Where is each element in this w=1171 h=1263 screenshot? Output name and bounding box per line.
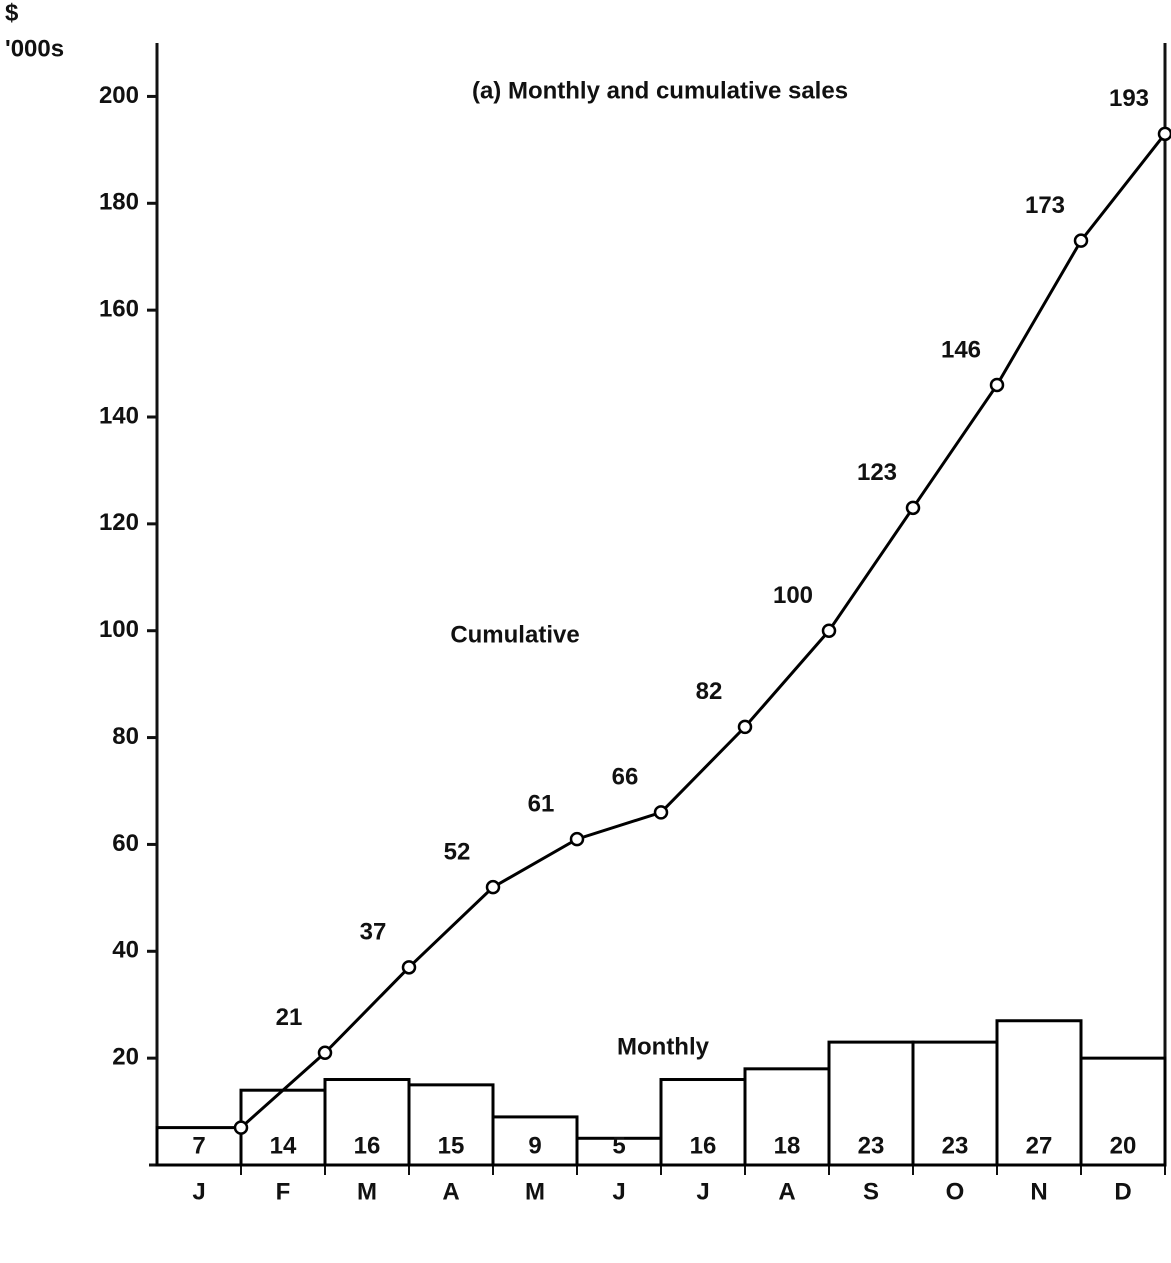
point [653, 805, 669, 820]
data-label: 9 [528, 1132, 541, 1159]
data-label: 14 [270, 1132, 297, 1159]
point [821, 623, 837, 638]
x-tick-label: S [863, 1178, 879, 1205]
y-tick-label: 160 [99, 295, 139, 322]
point [401, 960, 417, 975]
x-tick-label: F [276, 1178, 291, 1205]
data-label: 66 [612, 764, 639, 791]
data-label: 16 [690, 1132, 717, 1159]
x-tick-label: J [612, 1178, 625, 1205]
y-tick-label: 100 [99, 616, 139, 643]
chart-title: (a) Monthly and cumulative sales [472, 77, 848, 104]
y-tick-label: 140 [99, 402, 139, 429]
data-label: 21 [276, 1004, 303, 1031]
point [317, 1045, 333, 1061]
y-tick-label: 120 [99, 509, 139, 536]
x-tick-label: M [357, 1178, 377, 1205]
data-label: 37 [360, 919, 387, 946]
point [905, 500, 921, 516]
point [569, 831, 585, 847]
data-label: 7 [192, 1132, 205, 1159]
data-label: 5 [612, 1132, 625, 1159]
data-label: 173 [1025, 192, 1065, 219]
bar [1079, 1056, 1167, 1167]
point [989, 377, 1005, 393]
data-label: 146 [941, 336, 981, 363]
point [233, 1120, 249, 1135]
x-tick-label: O [946, 1178, 965, 1205]
data-label: 123 [857, 459, 897, 486]
data-label: 52 [444, 839, 471, 866]
data-label: 82 [696, 678, 723, 705]
data-label: 20 [1110, 1132, 1137, 1159]
data-label: 23 [858, 1132, 885, 1159]
x-tick-label: M [525, 1178, 545, 1205]
y-tick-label: 200 [99, 82, 139, 109]
data-label: 27 [1026, 1132, 1053, 1159]
point [485, 879, 501, 895]
series-label: Cumulative [450, 621, 579, 648]
series-label: Monthly [617, 1033, 710, 1060]
y-tick-label: 40 [112, 937, 139, 964]
point [1073, 233, 1089, 248]
x-tick-label: N [1030, 1178, 1047, 1205]
data-label: 15 [438, 1132, 465, 1159]
y-tick-label: 20 [112, 1043, 139, 1070]
x-tick-label: A [442, 1178, 459, 1205]
x-tick-label: J [192, 1178, 205, 1205]
y-tick-label: 60 [112, 830, 139, 857]
x-tick-label: D [1114, 1178, 1131, 1205]
y-axis-label: '000s [5, 35, 64, 62]
x-tick-label: A [778, 1178, 795, 1205]
line [240, 132, 1167, 1129]
data-label: 193 [1109, 85, 1149, 112]
data-label: 16 [354, 1132, 381, 1159]
y-tick-label: 80 [112, 723, 139, 750]
y-tick-label: 180 [99, 189, 139, 216]
y-axis-unit: $ [5, 0, 19, 26]
data-label: 61 [528, 790, 555, 817]
point [737, 719, 753, 735]
x-tick-label: J [696, 1178, 709, 1205]
data-label: 23 [942, 1132, 969, 1159]
point [1157, 126, 1171, 142]
data-label: 18 [774, 1132, 801, 1159]
data-label: 100 [773, 582, 813, 609]
